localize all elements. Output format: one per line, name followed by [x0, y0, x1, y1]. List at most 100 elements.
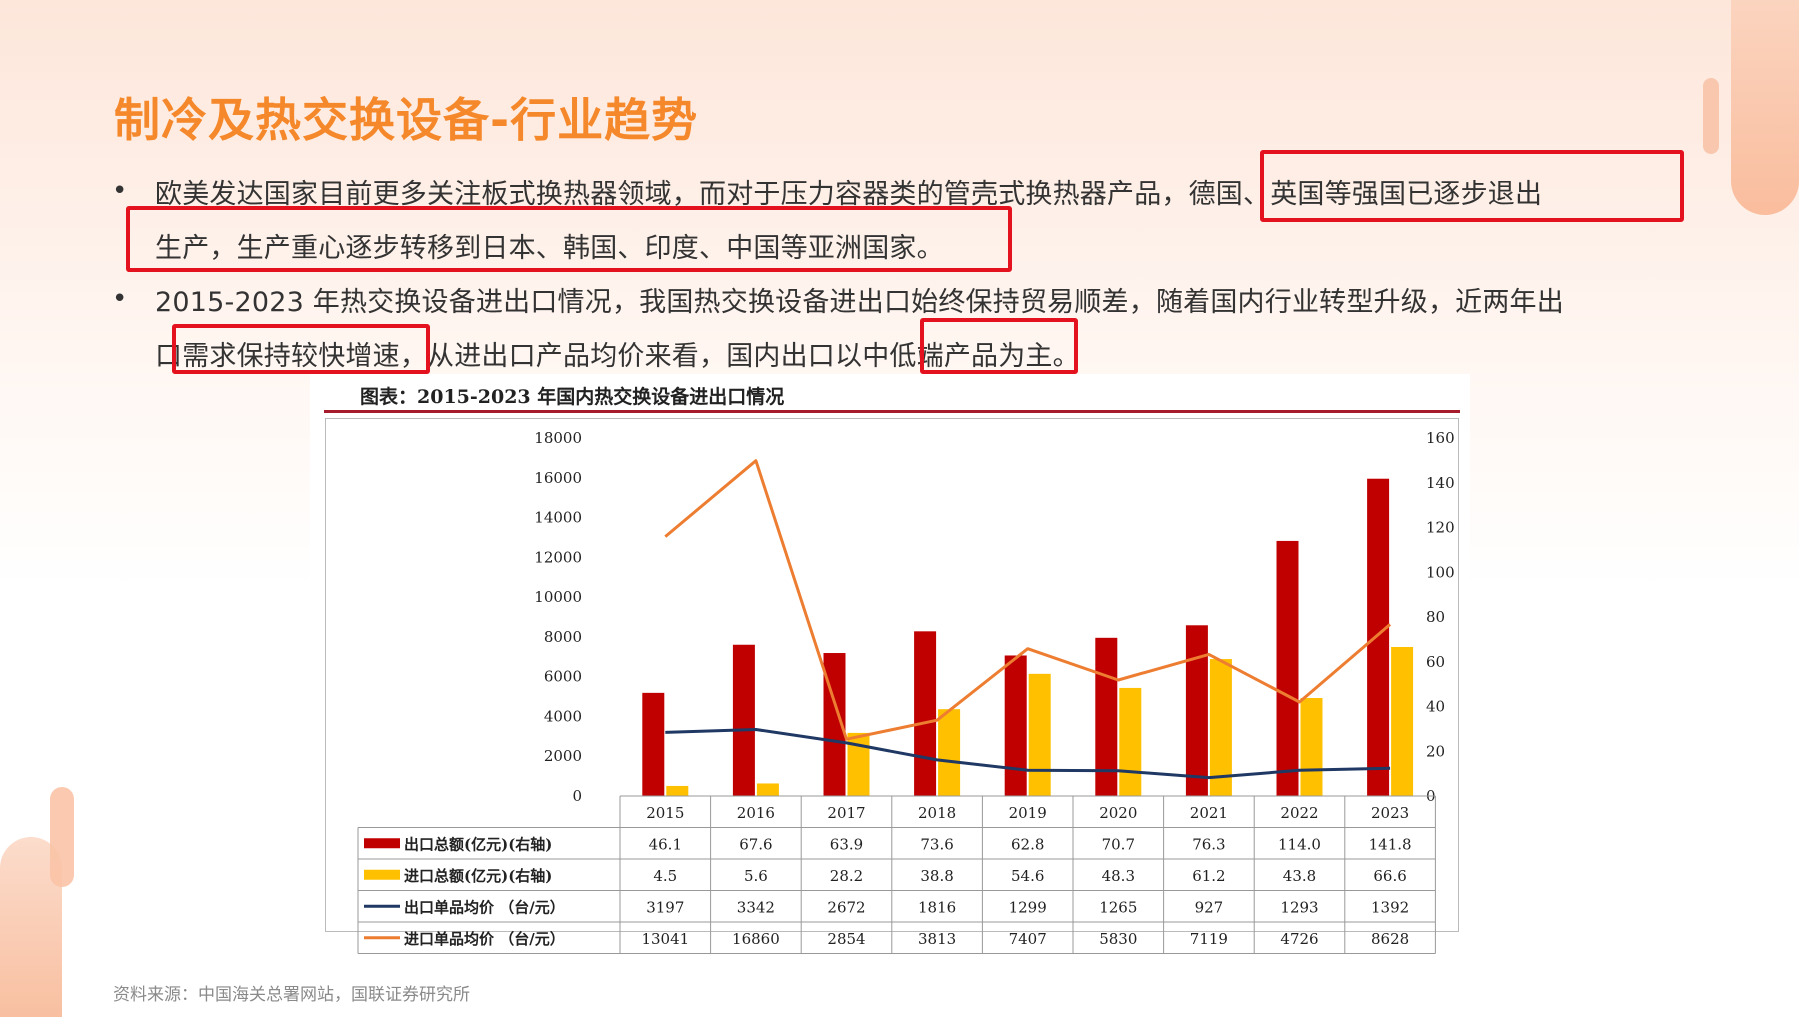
chart-title-rule: [324, 410, 1460, 413]
data-label: 2672: [827, 898, 865, 916]
paragraph-2-text: 口: [155, 341, 183, 372]
data-label: 927: [1195, 898, 1224, 916]
data-label: 66.6: [1373, 867, 1406, 885]
data-label: 28.2: [830, 867, 863, 885]
left-axis-tick-label: 18000: [534, 429, 582, 447]
chart-svg: 1800016000140001200010000800060004000200…: [357, 429, 1455, 954]
bar-import-total: [847, 732, 870, 796]
legend-entry: 出口单品均价 （台/元）: [404, 898, 565, 916]
x-axis-tick-label: 2016: [737, 804, 775, 822]
legend-swatch: [364, 838, 400, 849]
x-axis-tick-label: 2020: [1099, 804, 1137, 822]
right-axis-tick-label: 60: [1426, 653, 1445, 671]
legend-entry: 进口单品均价 （台/元）: [404, 930, 565, 948]
bar-export-total: [1004, 655, 1027, 796]
line-export-unit-price: [665, 728, 1391, 780]
left-axis-tick-label: 0: [572, 787, 582, 805]
left-axis-tick-label: 12000: [534, 548, 582, 566]
bullet-icon: •: [112, 284, 128, 314]
right-axis-tick-label: 100: [1426, 563, 1455, 581]
paragraph-2-highlight: 需求保持较快增速: [182, 341, 400, 372]
paragraph-2-text: ，从进出口产品均价来看，国内出口以: [399, 341, 863, 372]
data-label: 1293: [1280, 898, 1318, 916]
paragraph-1-highlight: 德国、英国等强国已逐步退出: [1188, 179, 1543, 210]
data-label: 141.8: [1369, 835, 1412, 853]
bullet-icon: •: [112, 176, 128, 206]
chart-title: 图表：2015-2023 年国内热交换设备进出口情况: [360, 386, 785, 408]
bar-import-total: [1028, 673, 1051, 796]
x-axis-tick-label: 2023: [1371, 804, 1409, 822]
data-label: 54.6: [1011, 867, 1044, 885]
data-label: 76.3: [1192, 835, 1225, 853]
bar-export-total: [914, 631, 937, 796]
data-label: 73.6: [920, 835, 953, 853]
source-note: 资料来源：中国海关总署网站，国联证券研究所: [113, 985, 470, 1005]
paragraph-2-text: 为主。: [998, 341, 1080, 372]
data-label: 2854: [827, 930, 865, 948]
right-axis-tick-label: 140: [1426, 474, 1455, 492]
data-label: 1816: [918, 898, 956, 916]
left-axis-tick-label: 8000: [544, 628, 582, 646]
decorative-pill: [1703, 78, 1719, 154]
bar-import-total: [1119, 687, 1142, 796]
paragraph-2-highlight: 中低端产品: [862, 341, 999, 372]
left-axis-tick-label: 14000: [534, 509, 582, 527]
right-axis-tick-label: 20: [1426, 742, 1445, 760]
left-axis-tick-label: 6000: [544, 668, 582, 686]
data-label: 8628: [1371, 930, 1409, 948]
x-axis-tick-label: 2021: [1190, 804, 1228, 822]
highlight-box: [1260, 150, 1684, 222]
paragraph-1-text: 欧美发达国家目前更多关注板式换热器领域，而对于压力容器类的管壳式换热器产品，: [155, 179, 1189, 210]
bar-import-total: [1209, 659, 1232, 796]
bar-export-total: [642, 692, 665, 796]
paragraph-2-line-1: 2015-2023 年热交换设备进出口情况，我国热交换设备进出口始终保持贸易顺差…: [155, 287, 1564, 318]
right-axis-tick-label: 120: [1426, 519, 1455, 537]
data-label: 48.3: [1102, 867, 1135, 885]
bar-export-total: [1276, 540, 1299, 796]
data-label: 43.8: [1283, 867, 1316, 885]
x-axis-tick-label: 2022: [1280, 804, 1318, 822]
paragraph-2-line-2: 口需求保持较快增速，从进出口产品均价来看，国内出口以中低端产品为主。: [155, 334, 1080, 373]
data-label: 70.7: [1102, 835, 1135, 853]
left-axis-tick-label: 10000: [534, 588, 582, 606]
bar-export-total: [1185, 625, 1208, 796]
bar-export-total: [732, 644, 755, 796]
data-label: 46.1: [649, 835, 682, 853]
data-label: 4.5: [653, 867, 677, 885]
legend-swatch: [364, 869, 400, 880]
data-label: 1392: [1371, 898, 1409, 916]
slide-title: 制冷及热交换设备-行业趋势: [114, 93, 699, 147]
data-label: 3813: [918, 930, 956, 948]
left-axis-tick-label: 4000: [544, 707, 582, 725]
bar-import-total: [938, 709, 961, 796]
left-axis-tick-label: 2000: [544, 747, 582, 765]
highlight-box: [920, 318, 1078, 374]
data-label: 5.6: [744, 867, 768, 885]
data-label: 7119: [1190, 930, 1228, 948]
data-label: 67.6: [739, 835, 772, 853]
data-label: 61.2: [1192, 867, 1225, 885]
data-label: 38.8: [920, 867, 953, 885]
chart-container: 图表：2015-2023 年国内热交换设备进出口情况 18000 16000 140…: [310, 374, 1470, 958]
x-axis-tick-label: 2015: [646, 804, 684, 822]
highlight-box: [126, 206, 1012, 272]
decorative-pill: [50, 787, 74, 887]
data-label: 3197: [646, 898, 684, 916]
data-label: 13041: [641, 930, 689, 948]
legend-entry: 出口总额(亿元)(右轴): [404, 835, 552, 853]
legend-entry: 进口总额(亿元)(右轴): [404, 867, 552, 885]
data-label: 3342: [737, 898, 775, 916]
paragraph-1-line-2: 生产，生产重心逐步转移到日本、韩国、印度、中国等亚洲国家。: [155, 233, 944, 264]
x-axis-tick-label: 2017: [827, 804, 865, 822]
bar-import-total: [666, 785, 689, 796]
data-label: 1265: [1099, 898, 1137, 916]
highlight-box: [172, 324, 430, 374]
right-axis-tick-label: 80: [1426, 608, 1445, 626]
bar-import-total: [1391, 646, 1414, 796]
line-import-unit-price: [664, 459, 1392, 741]
x-axis-tick-label: 2018: [918, 804, 956, 822]
data-label: 114.0: [1278, 835, 1321, 853]
paragraph-1-line-1: 欧美发达国家目前更多关注板式换热器领域，而对于压力容器类的管壳式换热器产品，德国…: [155, 172, 1542, 211]
right-axis-tick-label: 160: [1426, 429, 1455, 447]
